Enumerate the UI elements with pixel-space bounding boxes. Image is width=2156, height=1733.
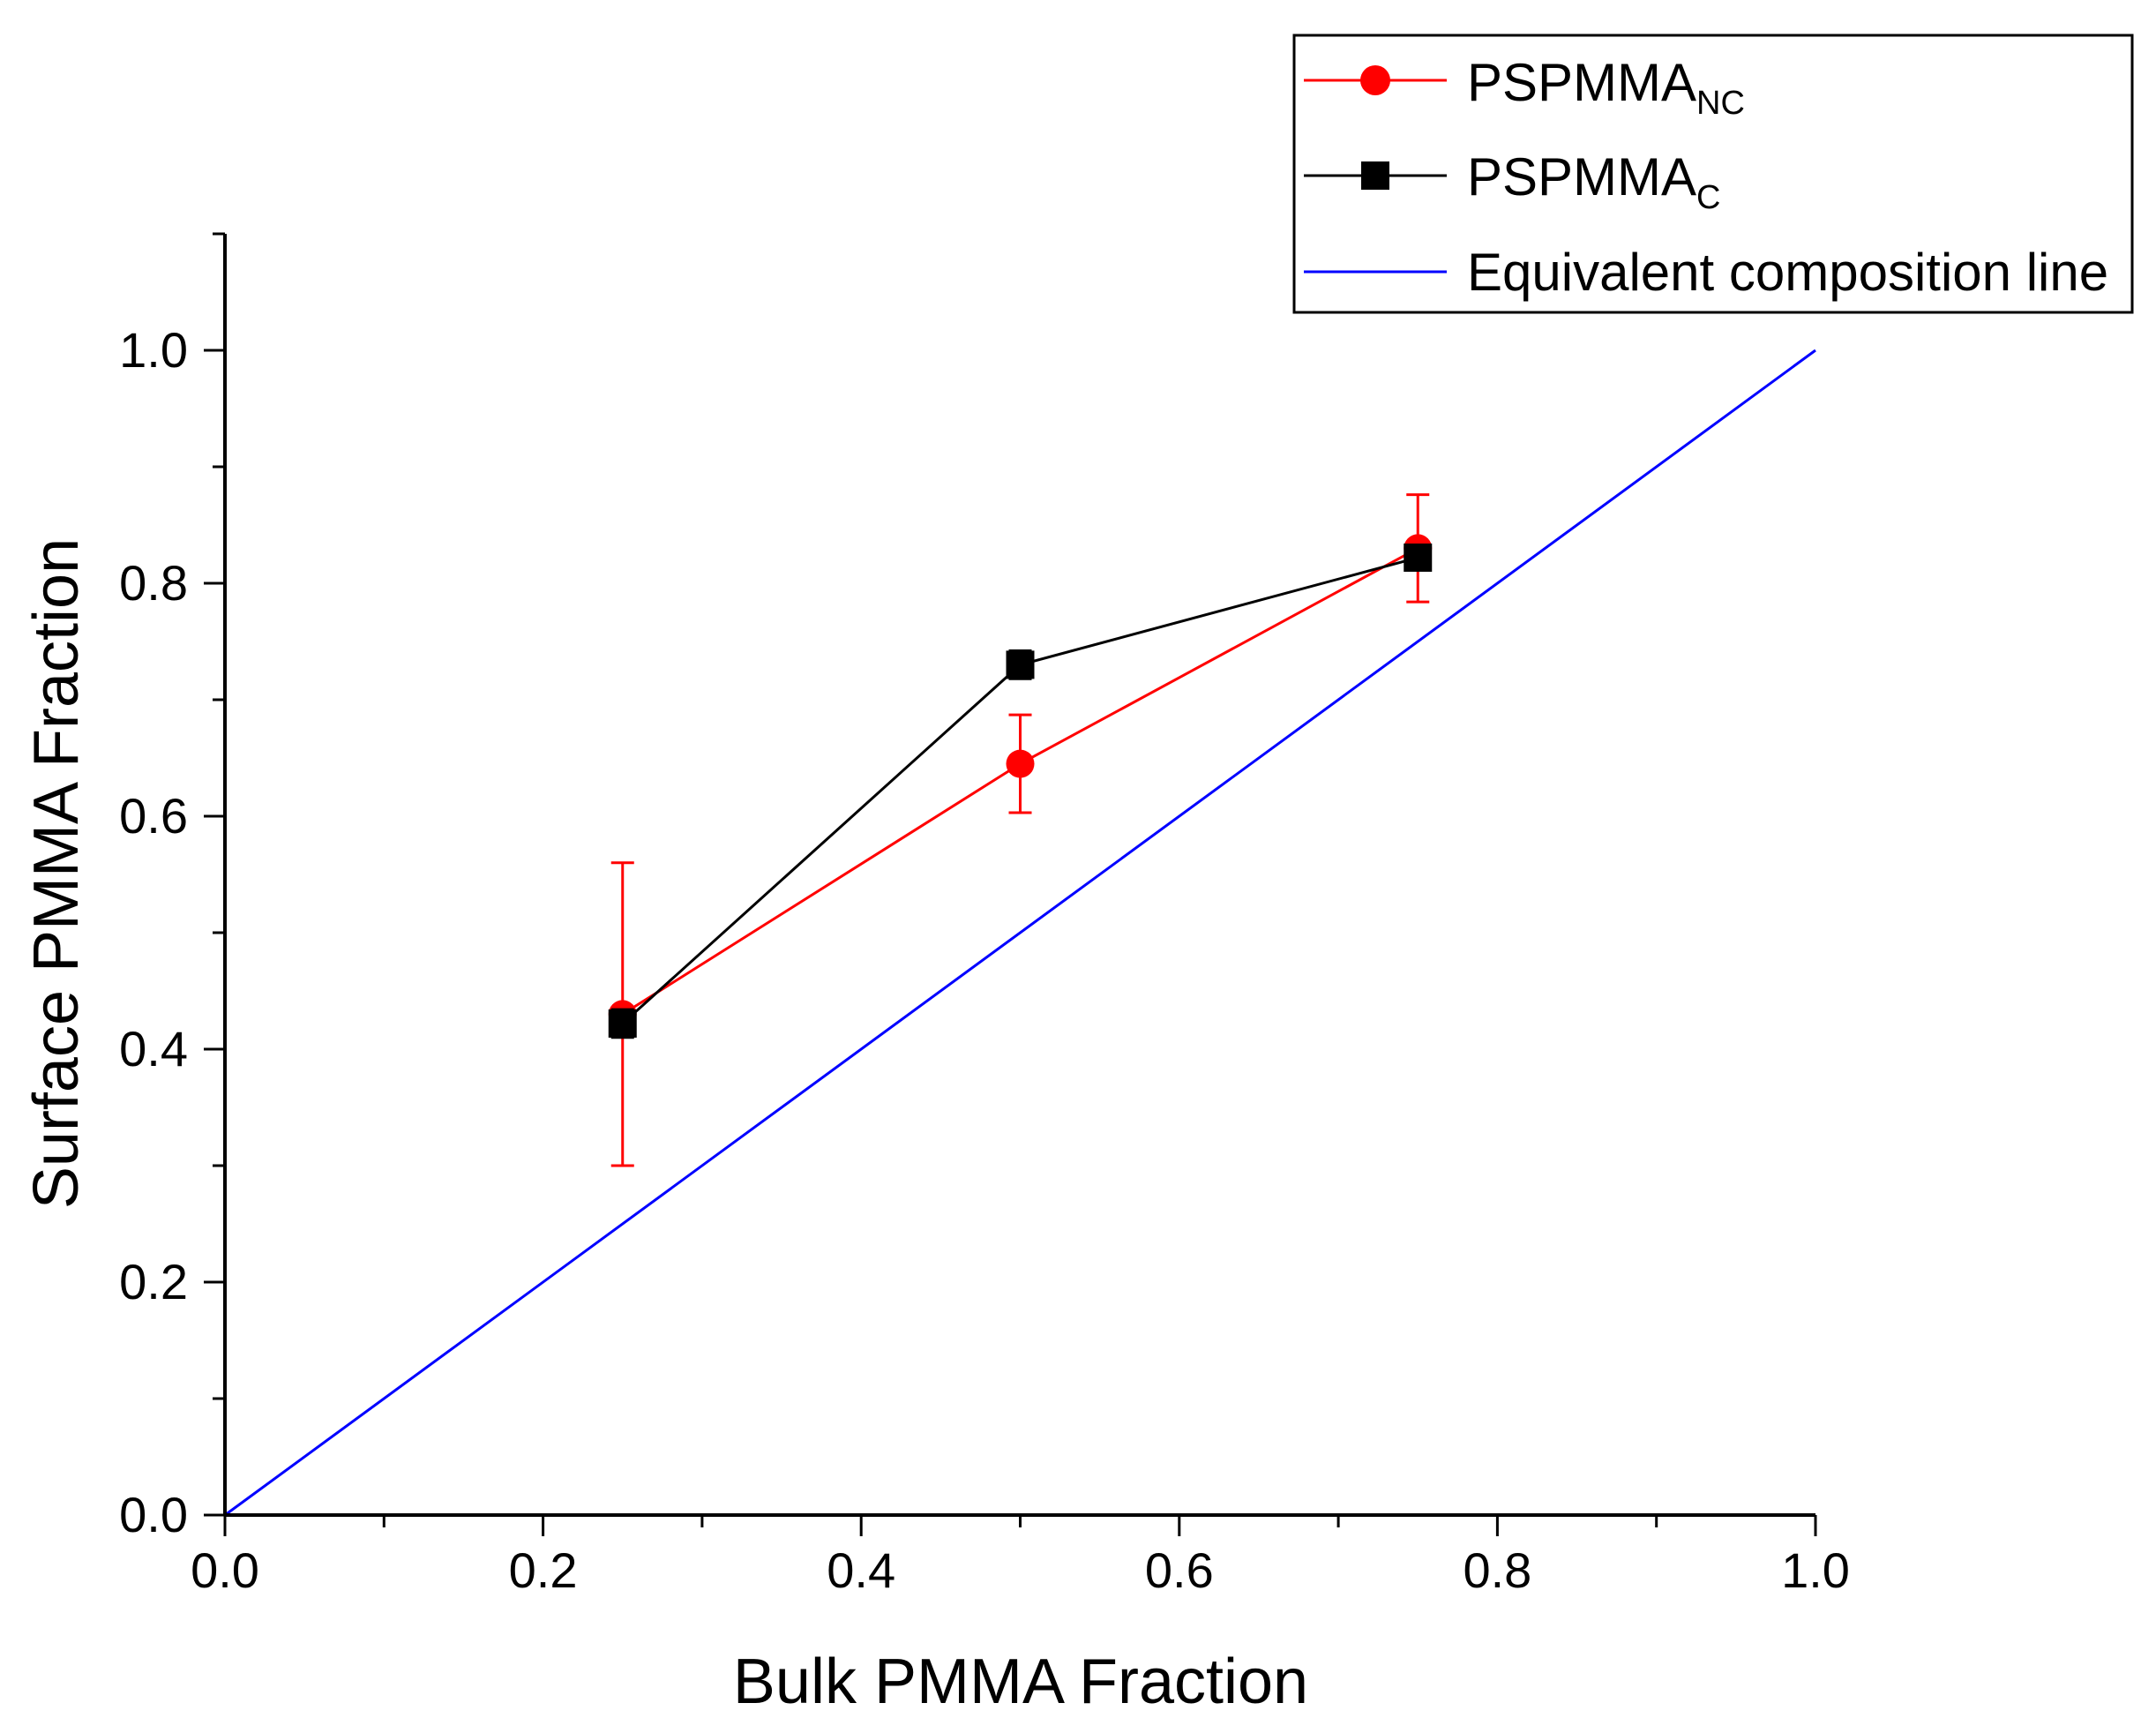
legend-label-pspmma-nc: PSPMMANC <box>1467 53 1745 122</box>
legend-label-equivalent-composition: Equivalent composition line <box>1467 243 2108 302</box>
x-tick-label: 0.6 <box>1145 1542 1214 1598</box>
axes-layer <box>223 234 1815 1517</box>
x-tick-label: 1.0 <box>1781 1542 1850 1598</box>
legend-entry-equivalent-composition-line: Equivalent composition line <box>1304 243 2108 302</box>
x-tick-label: 0.8 <box>1463 1542 1531 1598</box>
data-point-pspmma-nc <box>1006 749 1035 778</box>
legend-label-pspmma-c-subscript: C <box>1696 179 1720 216</box>
legend-label-pspmma-nc-subscript: NC <box>1696 85 1745 122</box>
y-tick-label: 0.6 <box>119 788 188 844</box>
y-tick-label: 0.4 <box>119 1021 188 1077</box>
legend: PSPMMANC PSPMMAC Equivalent composition … <box>1292 34 2134 314</box>
legend-entry-pspmma-c: PSPMMAC <box>1304 147 1721 216</box>
x-tick-label: 0.4 <box>827 1542 895 1598</box>
legend-label-pspmma-c-main: PSPMMA <box>1467 147 1696 206</box>
x-axis-title: Bulk PMMA Fraction <box>733 1647 1308 1717</box>
y-tick-label: 0.8 <box>119 555 188 611</box>
legend-entry-pspmma-nc: PSPMMANC <box>1304 53 1745 122</box>
x-tick-label: 0.0 <box>191 1542 259 1598</box>
y-tick-label: 1.0 <box>119 322 188 378</box>
data-point-pspmma-c <box>1404 543 1433 572</box>
ticks-layer: 0.0 0.2 0.4 0.6 0.8 1.0 0.0 0.2 0.4 0.6 0.8 1.0 <box>119 232 1850 1598</box>
legend-marker-pspmma-nc <box>1360 65 1390 95</box>
y-axis-title: Surface PMMA Fraction <box>21 538 92 1209</box>
legend-marker-pspmma-c <box>1361 161 1389 190</box>
legend-label-pspmma-nc-main: PSPMMA <box>1467 53 1696 112</box>
plot-area: 0.0 0.2 0.4 0.6 0.8 1.0 0.0 0.2 0.4 0.6 0.8 1.0 <box>119 232 1850 1598</box>
data-point-pspmma-c <box>608 1009 637 1038</box>
y-tick-label: 0.2 <box>119 1254 188 1309</box>
series-line-equivalent-composition-line <box>224 349 1816 1517</box>
y-tick-label: 0.0 <box>119 1487 188 1542</box>
series-layer <box>224 349 1816 1517</box>
x-tick-label: 0.2 <box>509 1542 578 1598</box>
data-point-pspmma-c <box>1006 650 1035 679</box>
legend-label-pspmma-c: PSPMMAC <box>1467 147 1721 216</box>
